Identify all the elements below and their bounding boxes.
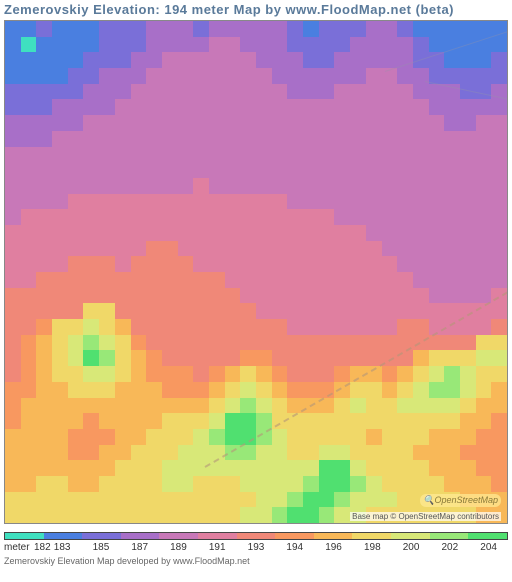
- legend-tick-labels: 182183185187189191193194196198200202204: [4, 542, 508, 556]
- map-attribution: Base map © OpenStreetMap contributors: [350, 512, 501, 521]
- osm-logo: 🔍OpenStreetMap: [420, 494, 501, 507]
- footer-credit: Zemerovskiy Elevation Map developed by w…: [4, 556, 250, 566]
- elevation-map: 🔍OpenStreetMap Base map © OpenStreetMap …: [4, 20, 508, 524]
- legend-color-bar: [4, 532, 508, 540]
- heatmap-grid: [5, 21, 507, 523]
- page-title: Zemerovskiy Elevation: 194 meter Map by …: [0, 0, 512, 20]
